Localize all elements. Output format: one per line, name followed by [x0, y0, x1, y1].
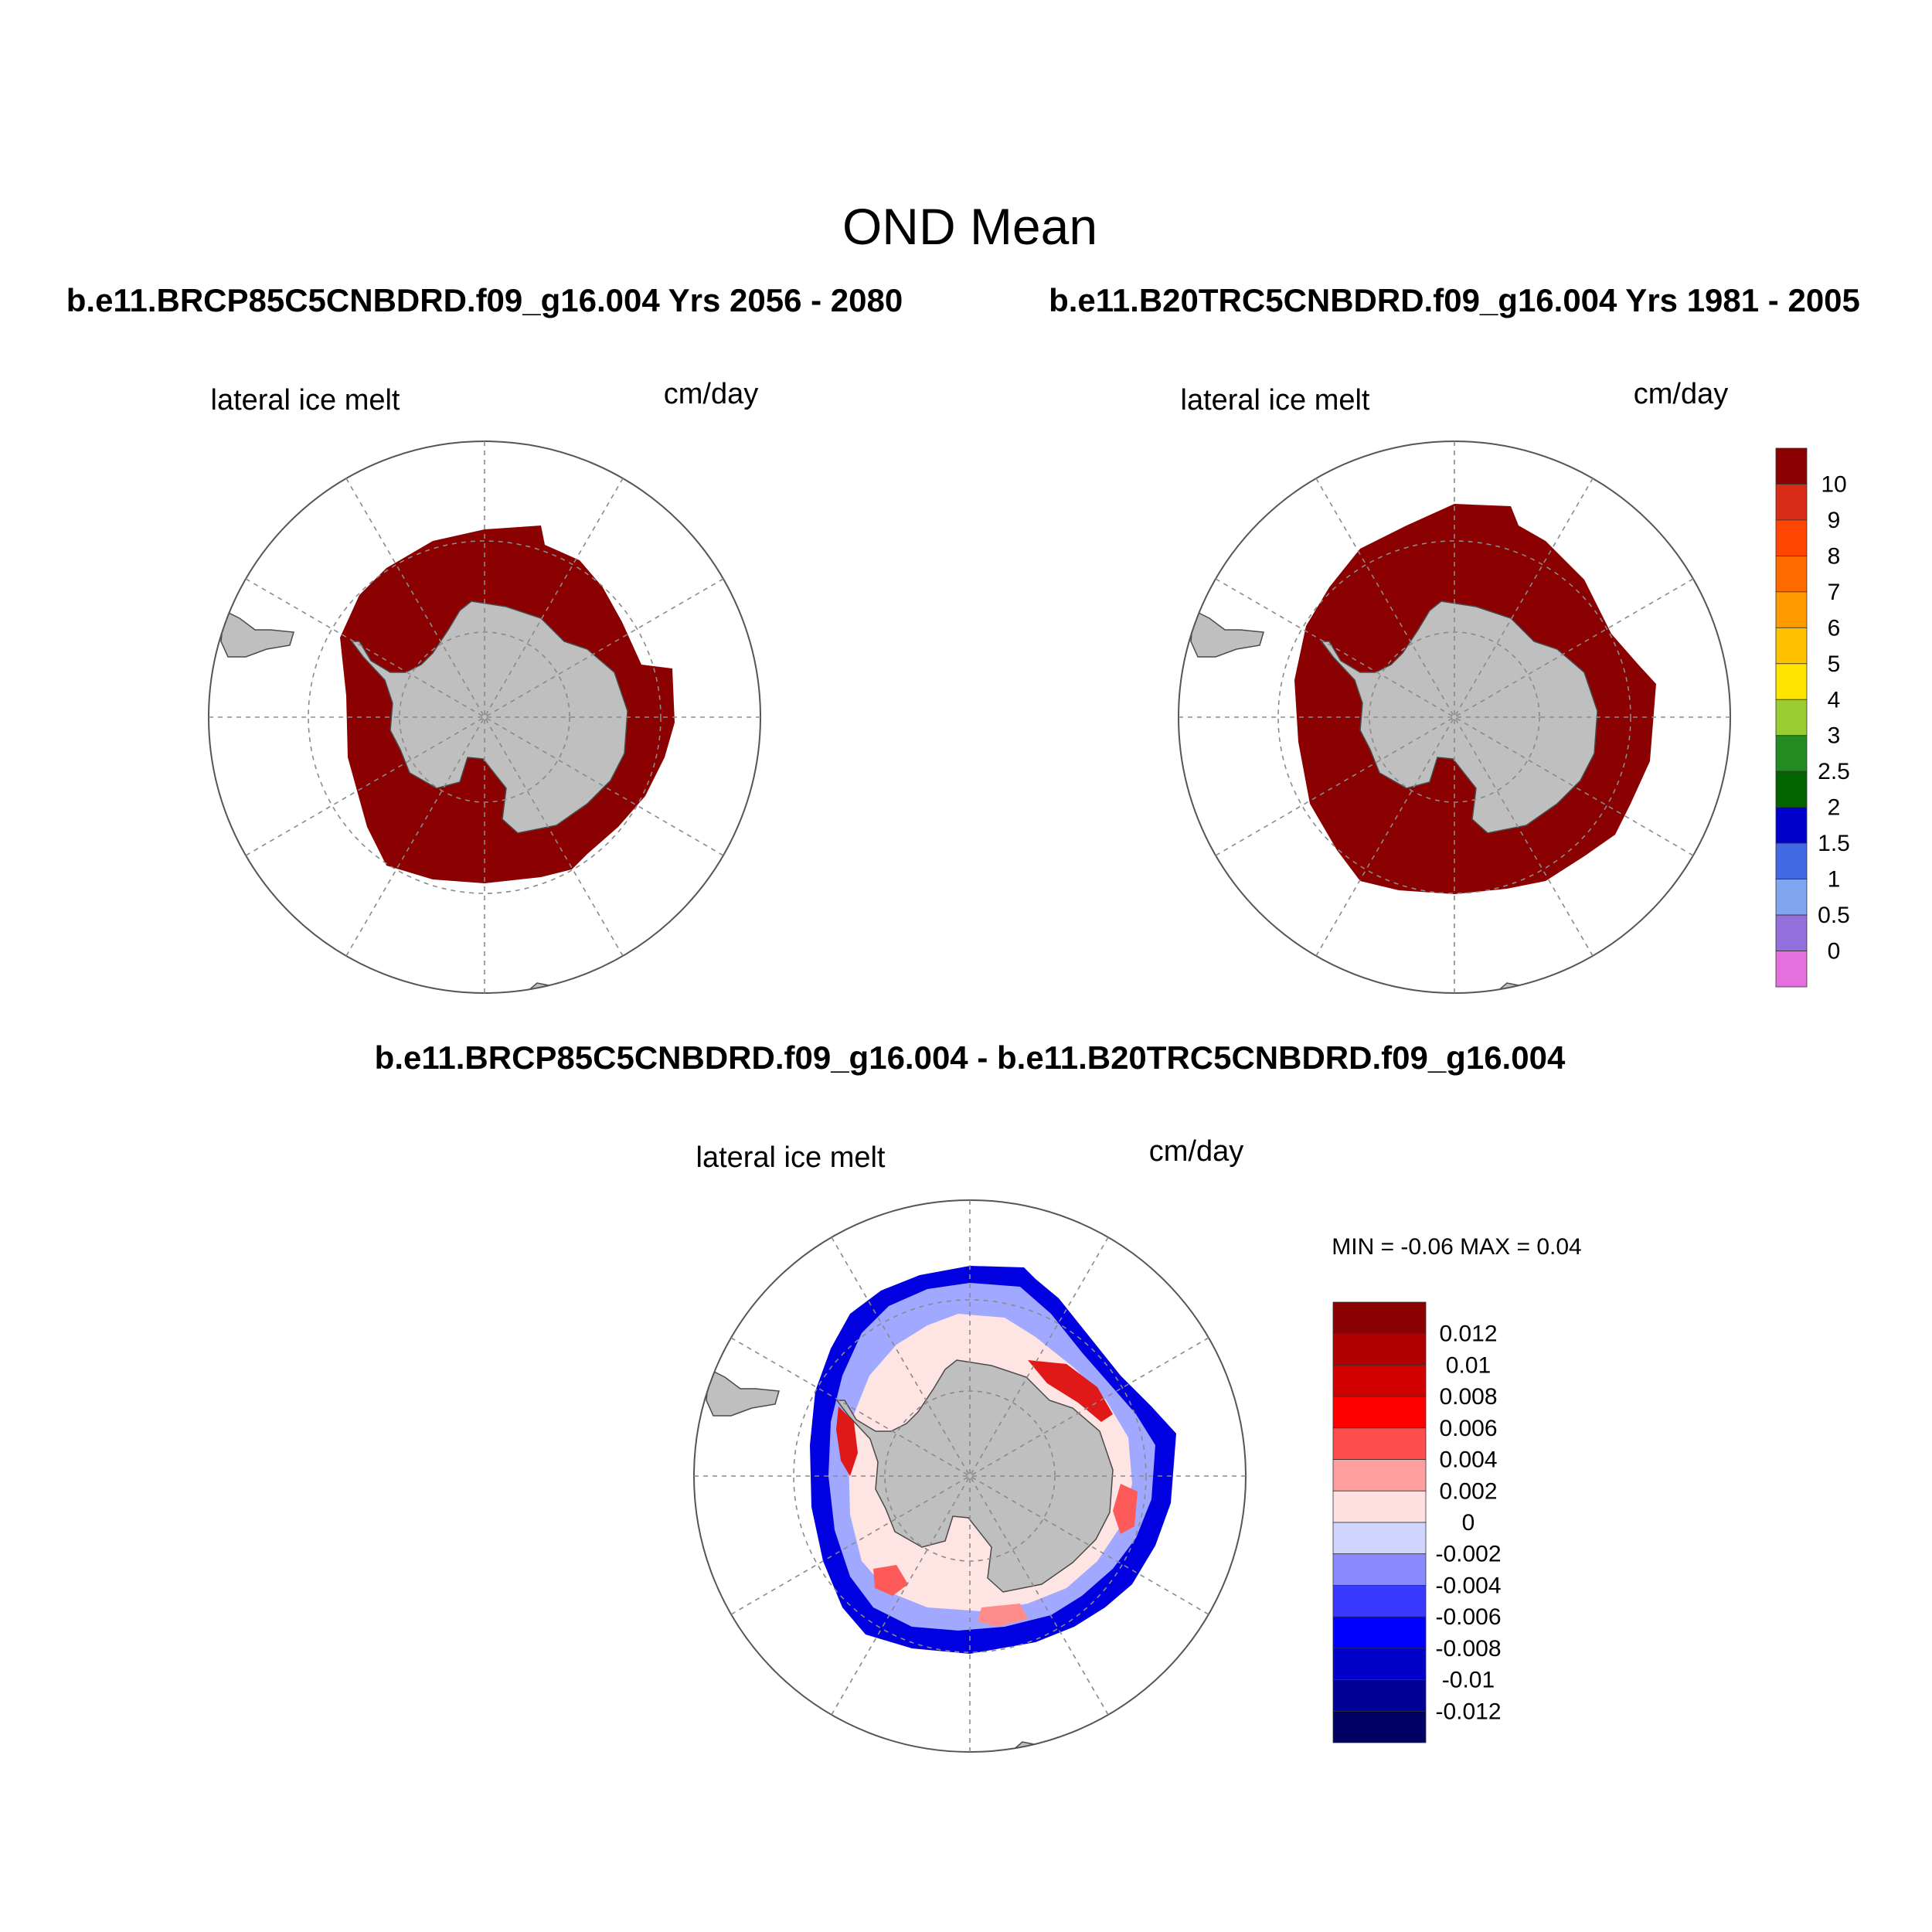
south-america-land: [1190, 609, 1264, 658]
colorbar-swatch: [1332, 1333, 1427, 1366]
colorbar-swatch: [1775, 735, 1808, 772]
colorbar-tick-label: 4: [1828, 687, 1841, 713]
map-top-right: [1178, 440, 1731, 994]
bottom-units-label: cm/day: [1149, 1135, 1243, 1168]
colorbar-swatch: [1332, 1365, 1427, 1397]
colorbar-tick-label: 0.5: [1818, 903, 1850, 928]
colorbar-tick-label: 2: [1828, 795, 1841, 821]
south-america-land: [706, 1368, 780, 1417]
colorbar-swatch: [1332, 1396, 1427, 1429]
colorbar-swatch: [1332, 1301, 1427, 1335]
colorbar-swatch: [1332, 1679, 1427, 1712]
colorbar-swatch: [1332, 1522, 1427, 1555]
colorbar-tick-label: 3: [1828, 723, 1841, 749]
colorbar-swatch: [1332, 1585, 1427, 1617]
colorbar-swatch: [1775, 447, 1808, 485]
figure-title: OND Mean: [842, 198, 1097, 255]
difference-field-positive: [873, 1565, 908, 1596]
colorbar-tick-label: 0.002: [1439, 1478, 1497, 1504]
colorbar-tick-label: 8: [1828, 543, 1841, 569]
colorbar-top: 10 9 8 7 6 5 4 3 2.5 2 1.5 1 0.5 0: [1775, 447, 1850, 988]
difference-field-positive: [1113, 1484, 1138, 1534]
difference-field-positive: [1028, 1360, 1113, 1422]
colorbar-tick-label: 9: [1828, 508, 1841, 533]
top-left-header: b.e11.BRCP85C5CNBDRD.f09_g16.004 Yrs 205…: [66, 282, 903, 318]
map-bottom: [693, 1199, 1247, 1753]
difference-field-positive: [836, 1406, 858, 1476]
top-right-header: b.e11.B20TRC5CNBDRD.f09_g16.004 Yrs 1981…: [1049, 282, 1860, 318]
colorbar-swatch: [1775, 663, 1808, 700]
top-left-units-label: cm/day: [664, 378, 758, 410]
map-top-left: [208, 440, 761, 994]
colorbar-swatch: [1775, 627, 1808, 665]
colorbar-tick-label: -0.006: [1435, 1604, 1501, 1630]
colorbar-tick-label: 0.01: [1446, 1352, 1491, 1378]
colorbar-tick-label: 1.5: [1818, 831, 1850, 856]
colorbar-tick-label: 5: [1828, 651, 1841, 677]
colorbar-tick-label: -0.012: [1435, 1699, 1501, 1724]
colorbar-tick-label: 1: [1828, 867, 1841, 893]
colorbar-swatch: [1332, 1710, 1427, 1743]
bottom-header: b.e11.BRCP85C5CNBDRD.f09_g16.004 - b.e11…: [375, 1039, 1566, 1076]
colorbar-swatch: [1775, 770, 1808, 808]
colorbar-swatch: [1332, 1490, 1427, 1523]
colorbar-swatch: [1332, 1616, 1427, 1649]
colorbar-tick-label: 10: [1821, 471, 1846, 497]
colorbar-swatch: [1332, 1648, 1427, 1680]
colorbar-tick-label: 7: [1828, 580, 1841, 605]
colorbar-tick-label: 2.5: [1818, 759, 1850, 784]
colorbar-swatch: [1775, 591, 1808, 628]
top-right-variable-label: lateral ice melt: [1181, 384, 1370, 417]
colorbar-swatch: [1775, 879, 1808, 916]
difference-field-positive: [978, 1604, 1028, 1627]
colorbar-swatch: [1332, 1427, 1427, 1460]
colorbar-tick-label: -0.008: [1435, 1636, 1501, 1662]
bottom-variable-label: lateral ice melt: [696, 1141, 886, 1174]
colorbar-tick-label: 0: [1462, 1510, 1475, 1536]
colorbar-tick-label: -0.004: [1435, 1573, 1501, 1598]
colorbar-tick-label: 0.008: [1439, 1384, 1497, 1410]
colorbar-swatch: [1775, 699, 1808, 736]
colorbar-swatch: [1775, 807, 1808, 844]
colorbar-bottom: 0.012 0.01 0.008 0.006 0.004 0.002 0 -0.002 -0.0…: [1332, 1301, 1502, 1743]
colorbar-swatch: [1332, 1459, 1427, 1492]
top-left-variable-label: lateral ice melt: [211, 384, 400, 417]
colorbar-tick-label: 0.004: [1439, 1447, 1497, 1473]
south-america-land: [220, 609, 294, 658]
colorbar-swatch: [1775, 556, 1808, 593]
bottom-min-max: MIN = -0.06 MAX = 0.04: [1332, 1234, 1581, 1260]
colorbar-swatch: [1332, 1553, 1427, 1586]
colorbar-swatch: [1775, 842, 1808, 879]
colorbar-tick-label: -0.01: [1442, 1668, 1495, 1693]
colorbar-tick-label: 6: [1828, 615, 1841, 641]
colorbar-tick-label: -0.002: [1435, 1542, 1501, 1567]
colorbar-tick-label: 0.006: [1439, 1416, 1497, 1441]
colorbar-swatch: [1775, 914, 1808, 951]
colorbar-tick-label: 0.012: [1439, 1321, 1497, 1347]
colorbar-swatch: [1775, 519, 1808, 556]
colorbar-swatch: [1775, 951, 1808, 988]
colorbar-swatch: [1775, 484, 1808, 521]
colorbar-tick-label: 0: [1828, 939, 1841, 964]
top-right-units-label: cm/day: [1634, 378, 1728, 410]
